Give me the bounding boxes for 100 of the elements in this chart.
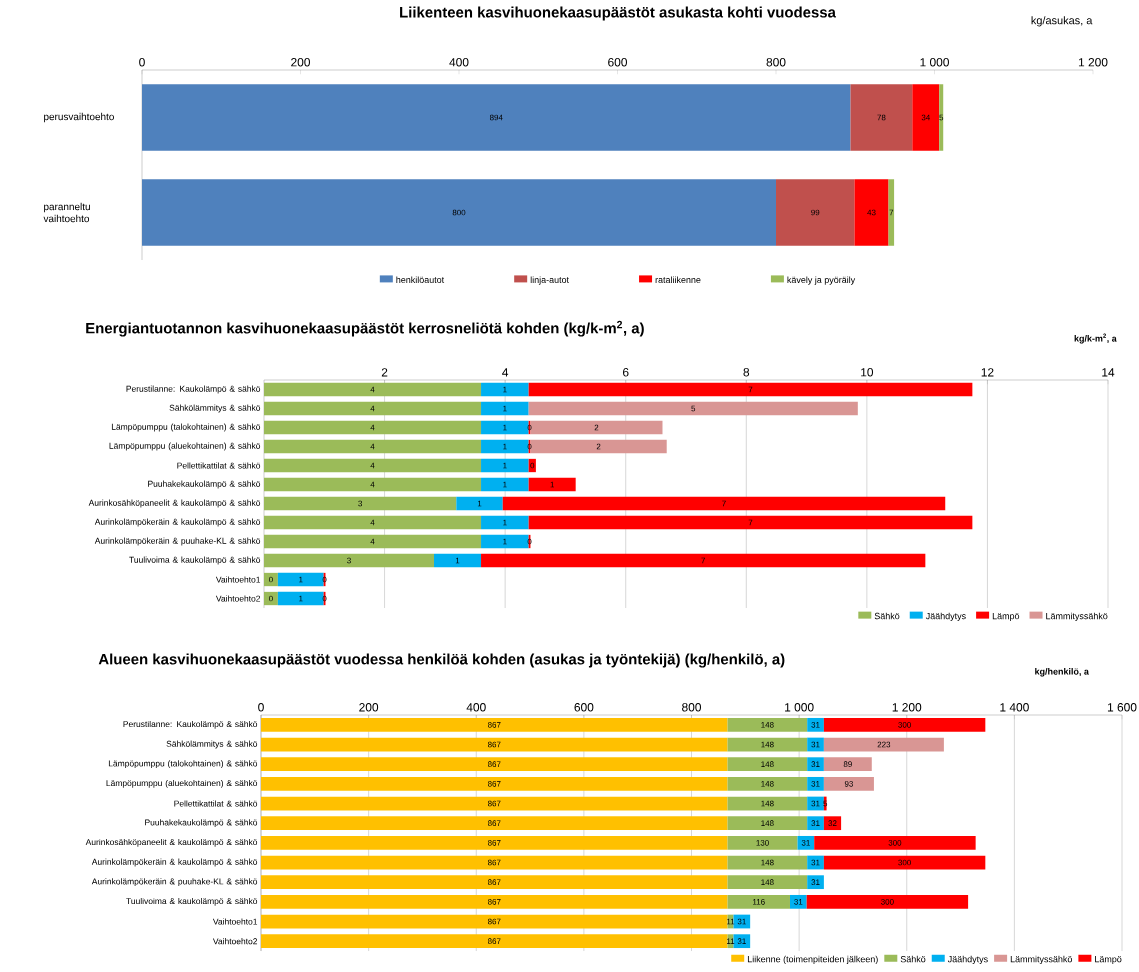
legend-label: Sähkö — [874, 612, 900, 620]
bar — [264, 439, 482, 454]
y-tick-label: Vaihtoehto2 — [212, 938, 258, 945]
bar — [733, 934, 751, 949]
bar — [797, 835, 815, 850]
legend-label: Lämmityssähkö — [1010, 955, 1073, 965]
y-tick-label: Tuulivoima & kaukolämpö & sähkö — [129, 556, 261, 565]
bar — [789, 894, 807, 909]
bar — [823, 717, 986, 732]
bar — [261, 717, 728, 732]
bar — [264, 382, 482, 397]
bar — [727, 717, 808, 732]
bar — [264, 591, 278, 606]
bar — [261, 855, 728, 870]
x-tick-label: 8 — [743, 368, 750, 377]
x-tick-label: 12 — [981, 368, 994, 377]
x-tick-label: 1 000 — [920, 58, 949, 67]
bar — [807, 816, 824, 831]
y-tick-label: Lämpöpumppu (talokohtainen) & sähkö — [108, 760, 258, 769]
bar — [807, 875, 824, 890]
x-tick-label: 1 000 — [785, 703, 814, 712]
x-tick-label: 400 — [466, 703, 486, 712]
bar — [807, 855, 824, 870]
bar — [530, 420, 663, 435]
y-tick-label: Aurinkosähköpaneelit & kaukolämpö & sähkö — [85, 838, 258, 847]
bar — [530, 439, 667, 454]
y-tick-label: Lämpöpumppu (aluekohtainen) & sähkö — [109, 442, 261, 451]
text: kg/k-m$^{2}$, a — [1074, 333, 1117, 344]
bar — [264, 477, 482, 492]
legend-label: Jäähdytys — [947, 955, 988, 965]
y-tick-label: Pellettikattilat & sähkö — [174, 800, 258, 807]
x-tick-label: 10 — [861, 368, 874, 377]
bar — [481, 553, 926, 568]
legend-label: linja-autot — [530, 276, 569, 285]
x-tick-label: 4 — [502, 368, 509, 377]
legend-label: Sähkö — [900, 955, 926, 963]
bar — [888, 179, 895, 246]
y-tick-label: Aurinkosähköpaneelit & kaukolämpö & sähkö — [88, 499, 261, 508]
bar — [823, 816, 842, 831]
y-tick-label: Tuulivoima & kaukolämpö & sähkö — [126, 897, 258, 906]
text: kg/henkilö, a — [1035, 668, 1089, 677]
bar — [854, 179, 889, 246]
y-tick-label: Pellettikattilat & sähkö — [177, 462, 261, 469]
bar — [481, 534, 529, 549]
text: kg/asukas, a — [1031, 16, 1093, 27]
chart-title: Energiantuotannon kasvihuonekaasupäästöt kerrosneliötä kohden (kg/k-m$^{2}$, a) — [86, 320, 644, 337]
bar — [727, 757, 808, 772]
bar — [823, 737, 944, 752]
legend-label: rataliikenne — [655, 276, 701, 283]
legend-label: Liikenne (toimenpiteiden jälkeen) — [747, 955, 878, 965]
bar — [261, 816, 728, 831]
y-tick-label: perusvaihtoehto — [44, 112, 114, 123]
bar — [481, 458, 529, 473]
y-tick-label: Aurinkolämpökeräin & kaukolämpö & sähkö — [91, 858, 258, 867]
bar — [261, 934, 728, 949]
bar — [264, 496, 457, 511]
bar — [733, 914, 751, 929]
y-tick-label: Perustilanne: Kaukolämpö & sähkö — [126, 385, 261, 394]
legend-label: henkilöautot — [396, 276, 445, 283]
bar — [727, 816, 808, 831]
bar — [261, 796, 728, 811]
bar — [261, 875, 728, 890]
bar — [502, 496, 946, 511]
y-tick-label: Lämpöpumppu (aluekohtainen) & sähkö — [106, 779, 258, 788]
bar — [264, 401, 482, 416]
bar — [456, 496, 503, 511]
x-tick-label: 2 — [381, 368, 388, 377]
x-tick-label: 400 — [449, 58, 469, 67]
x-tick-label: 0 — [139, 58, 145, 67]
y-tick-label: Lämpöpumppu (talokohtainen) & sähkö — [111, 423, 261, 432]
bar — [939, 84, 944, 151]
bar — [264, 534, 482, 549]
bar — [823, 776, 874, 791]
y-tick-label: Aurinkolämpökeräin & puuhake-KL & sähkö — [91, 878, 258, 887]
bar — [776, 179, 855, 246]
y-tick-label: Aurinkolämpökeräin & puuhake-KL & sähkö — [94, 537, 261, 546]
y-tick-label: Sähkölämmitys & sähkö — [169, 404, 261, 413]
bar — [727, 894, 790, 909]
bar — [528, 401, 858, 416]
bar — [727, 855, 808, 870]
bar — [807, 796, 824, 811]
bar — [727, 737, 808, 752]
y-tick-label: Vaihtoehto2 — [215, 595, 261, 602]
bar — [264, 458, 482, 473]
bar — [434, 553, 482, 568]
x-tick-label: 200 — [291, 58, 311, 67]
bar — [807, 757, 824, 772]
legend-label: Lämpö — [992, 612, 1020, 621]
bar — [528, 515, 973, 530]
y-tick-label: Puuhakekaukolämpö & sähkö — [145, 819, 258, 828]
bar — [814, 835, 976, 850]
x-tick-label: 600 — [608, 58, 628, 67]
bar — [261, 914, 728, 929]
bar — [528, 382, 973, 397]
bar — [823, 855, 986, 870]
legend-label: Lämmityssähkö — [1046, 612, 1108, 621]
x-tick-label: 14 — [1102, 368, 1115, 377]
bar — [807, 776, 824, 791]
bar — [912, 84, 940, 151]
x-tick-label: 6 — [623, 368, 629, 377]
